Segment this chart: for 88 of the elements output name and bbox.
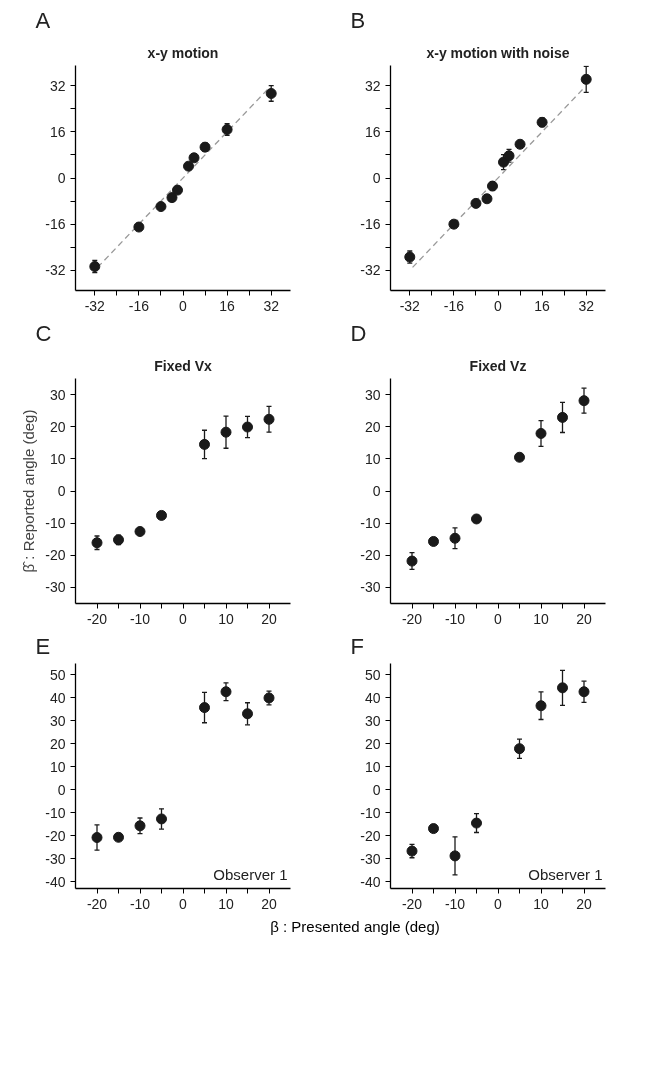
x-tick-label: -20 [86, 610, 108, 627]
x-tick-label: 0 [179, 895, 188, 912]
y-tick-label: 30 [49, 386, 66, 403]
y-tick-label: -32 [360, 262, 381, 279]
annotation: Observer 1 [528, 865, 603, 883]
x-tick-label: 0 [179, 297, 188, 314]
x-tick-label: 20 [261, 895, 277, 912]
x-tick-label: 0 [179, 610, 188, 627]
y-tick-label: -40 [45, 873, 66, 890]
x-tick-label: 32 [263, 297, 280, 314]
chart-title: x-y motion with noise [426, 44, 570, 61]
x-tick-label: 20 [576, 895, 592, 912]
x-tick-label: -20 [401, 895, 423, 912]
y-tick-label: -10 [45, 804, 66, 821]
x-tick-label: 32 [578, 297, 595, 314]
y-tick-label: 40 [364, 689, 381, 706]
y-tick-label: -32 [45, 262, 66, 279]
x-tick-label: -16 [443, 297, 465, 314]
chart-title: Fixed Vx [154, 357, 212, 374]
x-tick-label: 20 [261, 610, 277, 627]
y-tick-label: -20 [45, 547, 66, 564]
y-tick-label: 10 [49, 450, 66, 467]
y-tick-label: 0 [57, 170, 66, 186]
chart-title: Fixed Vz [469, 357, 527, 374]
text: D [350, 320, 367, 346]
y-tick-label: 20 [49, 418, 66, 435]
y-tick-label: 0 [372, 170, 381, 186]
y-tick-label: 30 [364, 712, 381, 729]
y-tick-label: 20 [364, 735, 381, 752]
y-tick-label: 10 [364, 758, 381, 775]
x-tick-label: -16 [128, 297, 150, 314]
x-tick-label: -32 [84, 297, 106, 314]
y-tick-label: -20 [360, 827, 381, 844]
x-tick-label: 20 [576, 610, 592, 627]
x-tick-label: -10 [444, 895, 466, 912]
x-tick-label: -20 [86, 895, 108, 912]
annotation: Observer 1 [213, 865, 288, 883]
x-tick-label: 10 [218, 610, 234, 627]
x-tick-label: -20 [401, 610, 423, 627]
y-tick-label: 20 [364, 418, 381, 435]
y-tick-label: 0 [372, 781, 381, 798]
x-axis-title: β : Presented angle (deg) [270, 917, 440, 937]
y-tick-label: 32 [49, 77, 66, 94]
y-tick-label: 10 [364, 450, 381, 467]
y-tick-label: -30 [360, 579, 381, 596]
y-tick-label: 32 [364, 77, 381, 94]
x-tick-label: -10 [129, 895, 151, 912]
y-tick-label: 40 [49, 689, 66, 706]
text: B [350, 7, 366, 33]
text: C [35, 320, 52, 346]
y-tick-label: 50 [364, 666, 381, 683]
y-tick-label: 0 [372, 483, 381, 499]
text: A [35, 7, 51, 33]
text: F [350, 633, 364, 659]
y-tick-label: -30 [45, 579, 66, 596]
y-tick-label: 30 [364, 386, 381, 403]
y-axis-title: β̂ : Reported angle (deg) [20, 409, 38, 573]
y-tick-label: 16 [364, 123, 381, 140]
y-tick-label: -30 [45, 850, 66, 867]
y-tick-label: -10 [360, 515, 381, 532]
text: E [35, 633, 51, 659]
y-tick-label: 0 [57, 781, 66, 798]
y-tick-label: 30 [49, 712, 66, 729]
x-tick-label: 0 [494, 610, 503, 627]
y-tick-label: 10 [49, 758, 66, 775]
y-tick-label: -30 [360, 850, 381, 867]
y-tick-label: 16 [49, 123, 66, 140]
x-tick-label: -10 [129, 610, 151, 627]
y-tick-label: 0 [57, 483, 66, 499]
chart-title: x-y motion [147, 44, 219, 61]
y-tick-label: -20 [360, 547, 381, 564]
x-tick-label: 10 [533, 610, 549, 627]
x-tick-label: 16 [534, 297, 551, 314]
x-tick-label: -10 [444, 610, 466, 627]
y-tick-label: -16 [360, 216, 381, 233]
x-tick-label: 10 [533, 895, 549, 912]
y-tick-label: 20 [49, 735, 66, 752]
y-tick-label: -16 [45, 216, 66, 233]
y-tick-label: -10 [360, 804, 381, 821]
x-tick-label: 10 [218, 895, 234, 912]
y-tick-label: -20 [45, 827, 66, 844]
x-tick-label: 16 [219, 297, 236, 314]
y-tick-label: -10 [45, 515, 66, 532]
y-tick-label: 50 [49, 666, 66, 683]
x-tick-label: 0 [494, 297, 503, 314]
y-tick-label: -40 [360, 873, 381, 890]
x-tick-label: 0 [494, 895, 503, 912]
x-tick-label: -32 [399, 297, 421, 314]
